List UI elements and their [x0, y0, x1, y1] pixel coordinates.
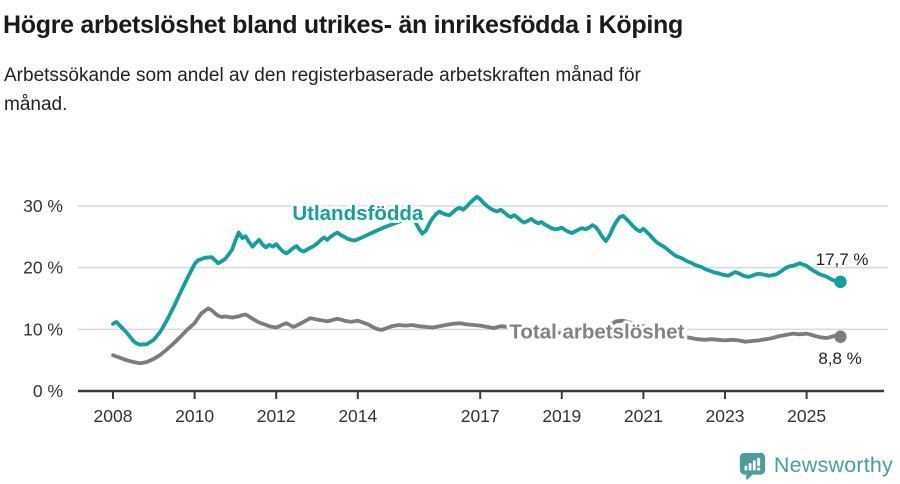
- y-axis-label: 10 %: [23, 319, 63, 339]
- series-line-total: [111, 306, 843, 366]
- series-line-utlandsfodda: [111, 194, 843, 347]
- y-axis-label: 20 %: [23, 258, 63, 278]
- x-axis-label: 2025: [787, 406, 826, 426]
- newsworthy-logo: Newsworthy: [738, 451, 893, 480]
- y-axis-label: 30 %: [23, 196, 63, 216]
- chart-subtitle: Arbetssökande som andel av den registerb…: [4, 61, 900, 120]
- x-axis-label: 2019: [542, 406, 581, 426]
- x-axis-label: 2021: [624, 406, 663, 426]
- chart-subtitle-line-2: månad.: [4, 94, 68, 116]
- series-end-dot-total: [834, 330, 847, 343]
- y-axis-label: 0 %: [33, 381, 63, 401]
- series-end-value-total: 8,8 %: [818, 349, 861, 368]
- series-label-total: Total arbetslöshet: [509, 321, 684, 344]
- x-axis-label: 2012: [257, 406, 296, 426]
- series-end-value-utlandsfodda: 17,7 %: [816, 250, 869, 269]
- chart-title: Högre arbetslöshet bland utrikes- än inr…: [3, 11, 683, 39]
- x-axis-label: 2008: [94, 406, 133, 426]
- x-axis-label: 2017: [461, 406, 500, 426]
- series-end-dot-utlandsfodda: [834, 275, 847, 289]
- line-chart: 0 % 10 % 20 % 30 % 2008 2010 2012 2014 2017 2019 2…: [23, 194, 888, 426]
- x-axis-label: 2023: [706, 406, 745, 426]
- chart-subtitle-line-1: Arbetssökande som andel av den registerb…: [4, 65, 641, 86]
- series-label-utlandsfodda: Utlandsfödda: [292, 202, 424, 225]
- newsworthy-speech-bubble-chart-icon: [739, 452, 766, 480]
- x-axis-label: 2014: [338, 406, 377, 426]
- newsworthy-logo-text: Newsworthy: [773, 453, 893, 477]
- x-axis-label: 2010: [175, 406, 214, 426]
